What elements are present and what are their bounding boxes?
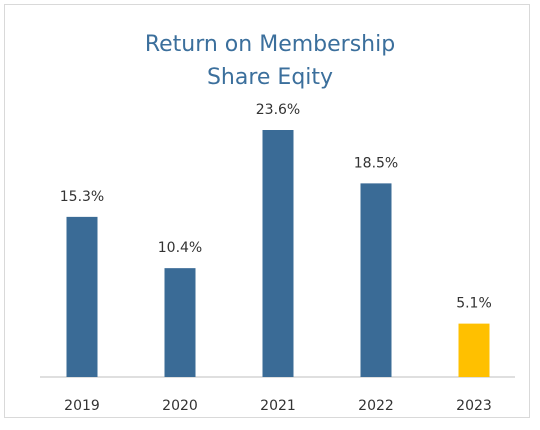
bar: [458, 323, 490, 377]
x-tick-label: 2019: [64, 398, 100, 414]
value-label: 15.3%: [60, 189, 104, 205]
x-tick-label: 2023: [456, 398, 492, 414]
bar: [360, 183, 392, 377]
value-label: 10.4%: [158, 240, 202, 256]
x-tick-label: 2022: [358, 398, 394, 414]
bar: [262, 130, 294, 377]
chart-title: Return on Membership Share Eqity: [144, 32, 396, 90]
card-border: [4, 4, 530, 418]
value-label: 18.5%: [354, 155, 398, 171]
bar: [66, 216, 98, 377]
x-tick-label: 2021: [260, 398, 296, 414]
x-tick-label: 2020: [162, 398, 198, 414]
value-label: 23.6%: [256, 102, 300, 118]
value-label: 5.1%: [456, 296, 492, 312]
bar: [164, 268, 196, 377]
